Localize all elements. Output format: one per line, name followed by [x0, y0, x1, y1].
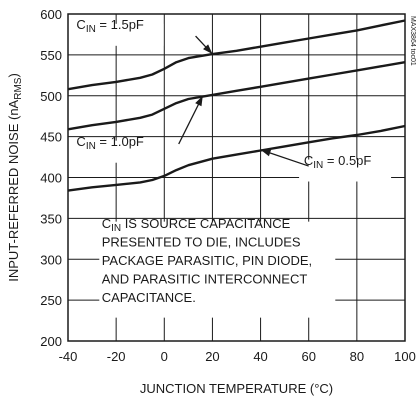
note-rest: IS SOURCE CAPACITANCE — [121, 216, 291, 231]
y-tick-label: 550 — [40, 48, 62, 63]
y-axis-label-main: INPUT-REFERRED NOISE (nA — [6, 99, 21, 281]
annotation-c: C — [76, 134, 85, 149]
note-background — [99, 221, 336, 318]
annotation-rest: = 0.5pF — [323, 153, 371, 168]
x-tick-label: 20 — [205, 349, 219, 364]
y-tick-label: 400 — [40, 171, 62, 186]
series-line-1.0pF — [67, 61, 406, 131]
x-tick-label: 100 — [394, 349, 416, 364]
arrow-1-0pf-head — [195, 95, 203, 107]
note-line-3: PACKAGE PARASITIC, PIN DIODE, — [102, 253, 312, 268]
y-tick-label: 350 — [40, 211, 62, 226]
annotation-cin-0-5pf: CIN = 0.5pF — [304, 153, 372, 171]
note-line-1: CIN IS SOURCE CAPACITANCE — [102, 216, 291, 234]
label-bg-1-5pf — [71, 23, 164, 46]
series-line-0.5pF — [67, 124, 406, 192]
annotation-rest: = 1.5pF — [96, 17, 144, 32]
note-line-5: CAPACITANCE. — [102, 290, 196, 305]
annotation-cin-1-0pf: CIN = 1.0pF — [76, 134, 144, 152]
y-axis-label-subscript: RMS — [13, 77, 24, 100]
annotation-sub: IN — [86, 24, 96, 35]
y-tick-label: 200 — [40, 334, 62, 349]
label-backgrounds — [71, 23, 392, 318]
y-tick-labels: 200 250 300 350 400 450 500 550 600 — [40, 7, 62, 349]
note-line-4: AND PARASITIC INTERCONNECT — [102, 272, 308, 287]
y-axis-label-end: ) — [6, 73, 21, 77]
note-sub: IN — [111, 223, 121, 234]
y-tick-label: 600 — [40, 7, 62, 22]
note-line-2: PRESENTED TO DIE, INCLUDES — [102, 235, 301, 250]
x-tick-labels: -40 -20 0 20 40 60 80 100 — [59, 349, 416, 364]
label-bg-1-0pf — [71, 140, 156, 163]
note-c: C — [102, 216, 111, 231]
x-tick-label: 0 — [161, 349, 168, 364]
annotation-arrows — [178, 35, 309, 167]
y-tick-label: 300 — [40, 252, 62, 267]
annotation-cin-1-5pf: CIN = 1.5pF — [76, 17, 144, 35]
x-tick-label: 40 — [253, 349, 267, 364]
annotation-c: C — [76, 17, 85, 32]
x-tick-label: 80 — [350, 349, 364, 364]
label-bg-0-5pf — [299, 159, 392, 182]
y-tick-label: 500 — [40, 89, 62, 104]
y-tick-label: 450 — [40, 130, 62, 145]
x-axis-label: JUNCTION TEMPERATURE (°C) — [140, 381, 333, 396]
x-tick-label: -20 — [107, 349, 126, 364]
x-tick-label: 60 — [301, 349, 315, 364]
x-tick-label: -40 — [59, 349, 78, 364]
annotation-c: C — [304, 153, 313, 168]
arrow-0-5pf-head — [260, 149, 272, 157]
arrow-1-5pf-head — [203, 44, 213, 55]
annotation-sub: IN — [313, 160, 323, 171]
y-tick-label: 250 — [40, 293, 62, 308]
plot-frame — [67, 13, 406, 342]
series-line-1.5pF — [67, 19, 406, 91]
annotation-rest: = 1.0pF — [96, 134, 144, 149]
series-lines — [67, 19, 406, 192]
figure-code: MAX3864 toc01 — [409, 16, 416, 66]
y-axis-label: INPUT-REFERRED NOISE (nARMS) — [6, 73, 24, 282]
annotation-sub: IN — [86, 141, 96, 152]
